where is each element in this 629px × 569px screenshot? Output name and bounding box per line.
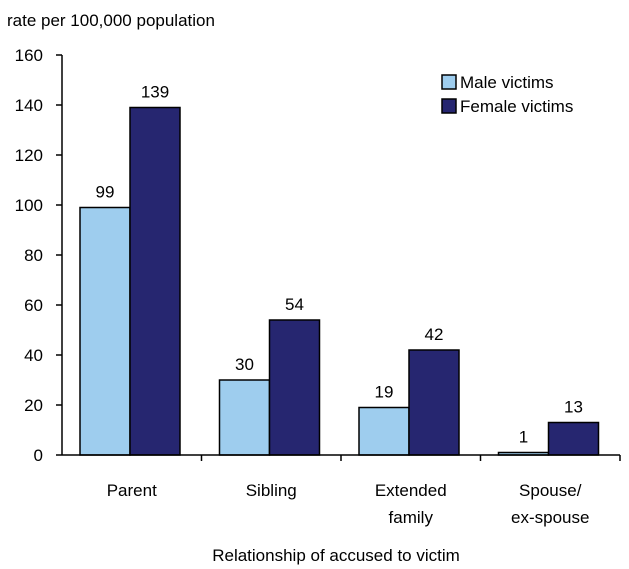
legend-label: Male victims [460,73,554,92]
y-tick-label: 140 [15,96,43,115]
bars-layer: 99 139 30 54 19 42 1 13 [79,83,600,456]
bar [268,319,321,456]
category-label: Sibling [246,481,297,500]
bar-value-label: 19 [375,383,394,402]
y-tick-label: 80 [24,246,43,265]
bar-value-label: 139 [141,83,169,102]
category-label: Parent [107,481,157,500]
legend-swatch [441,98,457,114]
legend: Male victims Female victims [441,73,573,116]
y-tick-label: 40 [24,346,43,365]
x-axis-label: Relationship of accused to victim [212,546,460,565]
category-label: Extended [375,481,447,500]
bar-value-label: 1 [519,428,528,447]
bar-value-label: 42 [425,325,444,344]
bar [79,206,131,456]
y-tick-label: 100 [15,196,43,215]
bar-value-label: 13 [564,398,583,417]
axes-layer: 0 20 40 60 80 100 120 140 160 Parent Sibling Extend… [15,46,621,527]
bar [358,406,410,456]
bar [547,421,600,456]
legend-swatch [441,74,457,90]
bar-value-label: 54 [285,295,304,314]
y-tick-label: 60 [24,296,43,315]
category-label: Spouse/ [519,481,582,500]
bar-value-label: 99 [96,183,115,202]
bar [129,106,181,456]
category-label: family [389,508,434,527]
bar-value-label: 30 [235,355,254,374]
y-tick-label: 20 [24,396,43,415]
y-tick-label: 0 [34,446,43,465]
legend-label: Female victims [460,97,573,116]
bar [408,349,460,456]
y-tick-label: 160 [15,46,43,65]
y-tick-label: 120 [15,146,43,165]
bar [218,379,271,456]
category-label: ex-spouse [511,508,589,527]
y-axis-label: rate per 100,000 population [7,11,215,30]
